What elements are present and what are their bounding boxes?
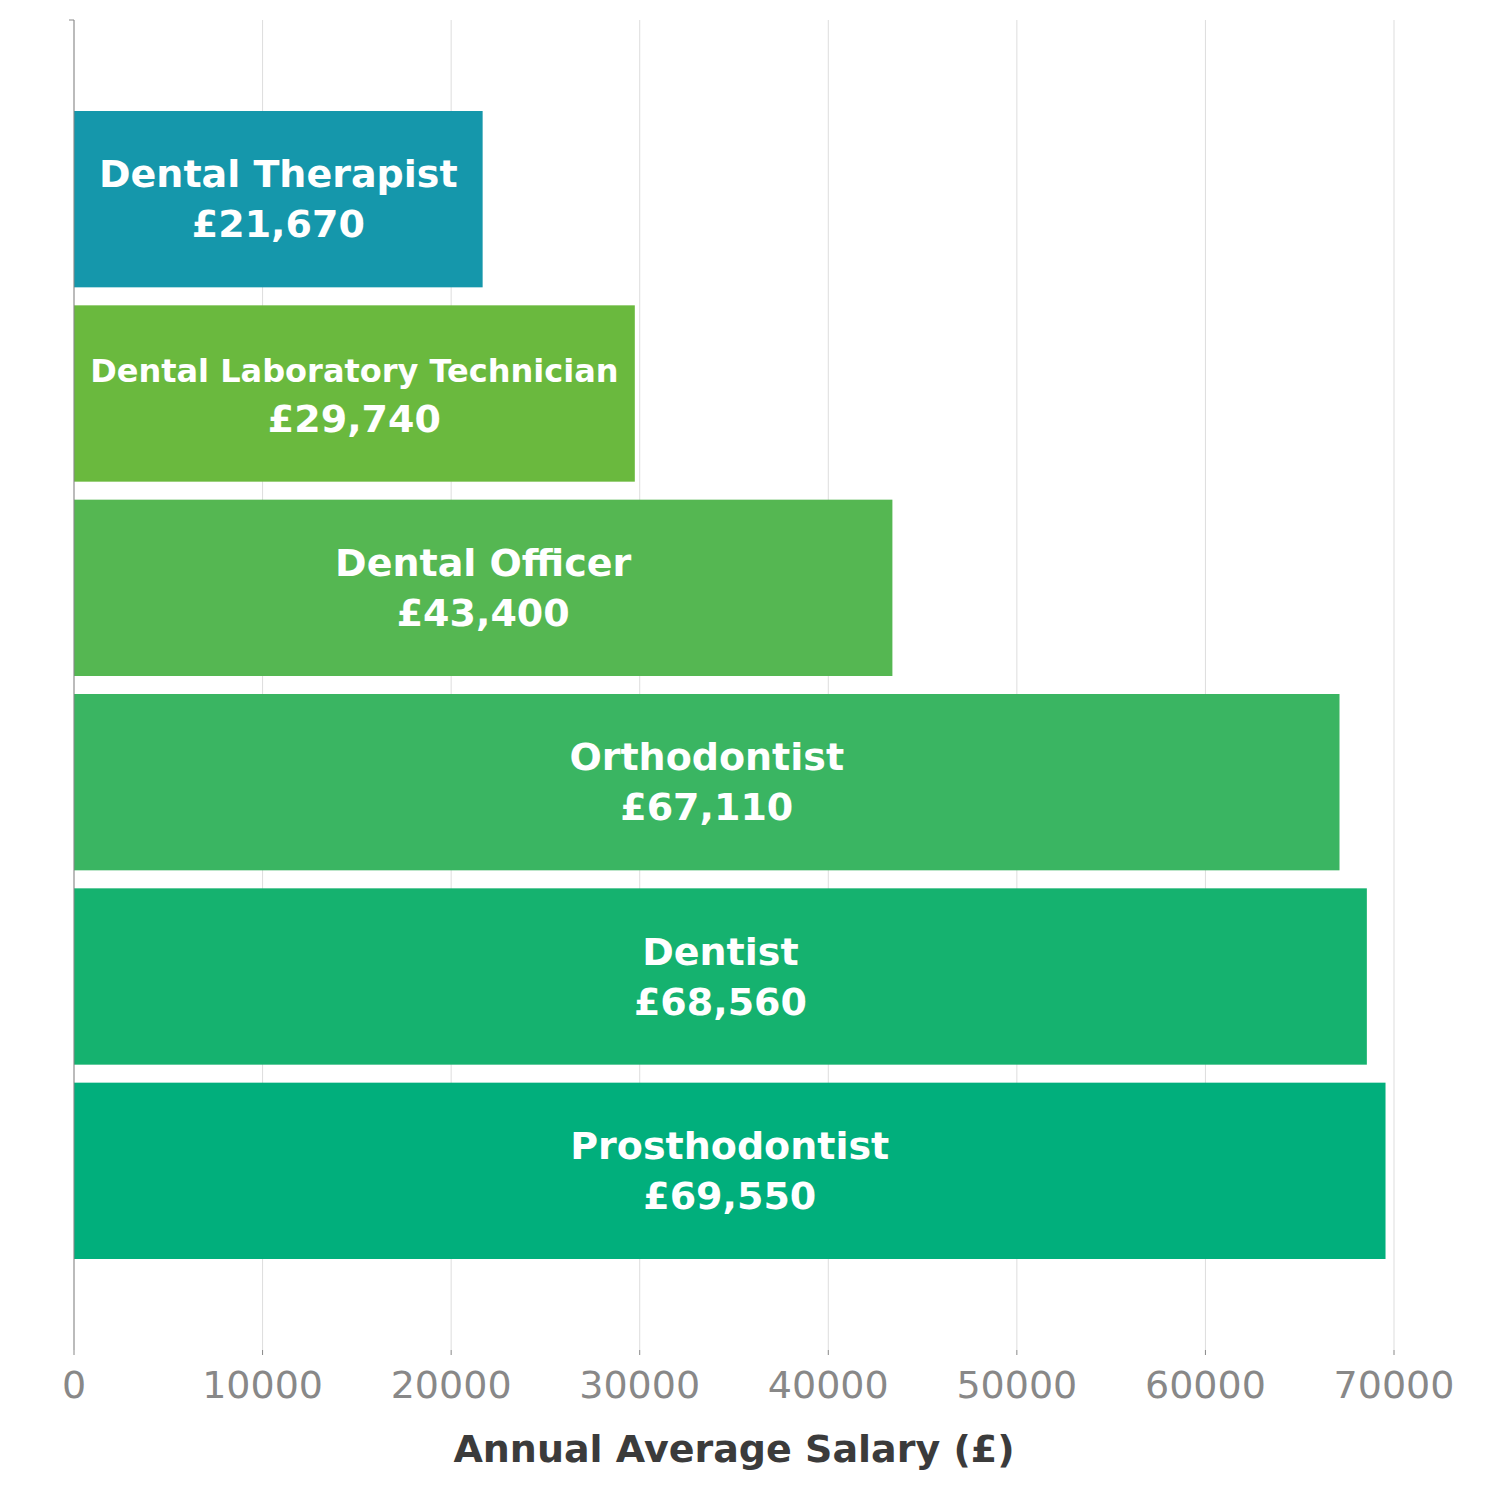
tick-label: 0 [62,1363,86,1407]
data-label: £21,670 [192,202,365,246]
tick-label: 70000 [1334,1363,1455,1407]
tick-mark [828,1350,829,1355]
grid-line [74,20,75,1350]
bars [74,111,1386,1259]
data-label: £68,560 [634,980,807,1024]
data-label: £67,110 [620,785,793,829]
category-label: Dentist [642,930,798,974]
tick-label: 50000 [956,1363,1077,1407]
tick-mark [451,1350,452,1355]
tick-label: 30000 [579,1363,700,1407]
axis-label: Annual Average Salary (£) [453,1427,1014,1471]
tick-mark [1016,1350,1017,1355]
tick-mark [1394,1350,1395,1355]
tick-label: 40000 [768,1363,889,1407]
tick-mark [1205,1350,1206,1355]
bar [74,888,1367,1064]
bar [74,111,483,287]
bar [74,1083,1386,1259]
grid-line [1394,20,1395,1350]
category-label: Dental Therapist [99,152,458,196]
y-axis-line [74,20,75,1350]
data-label: £43,400 [397,591,570,635]
data-label: £69,550 [643,1174,816,1218]
bar [74,305,635,481]
tick-mark [262,1350,263,1355]
category-label: Dental Officer [335,541,631,585]
bar [74,694,1340,870]
tick-label: 10000 [202,1363,323,1407]
category-label: Prosthodontist [570,1124,889,1168]
chart: Dental Therapist £21,670 Dental Laboratory… [0,0,1500,1500]
axis-end [69,20,74,21]
tick-mark [74,1350,75,1355]
category-label: Orthodontist [569,735,844,779]
tick-label: 20000 [391,1363,512,1407]
category-label: Dental Laboratory Technician [90,352,618,390]
data-label: £29,740 [268,397,441,441]
tick-label: 60000 [1145,1363,1266,1407]
bar [74,500,892,676]
tick-mark [639,1350,640,1355]
